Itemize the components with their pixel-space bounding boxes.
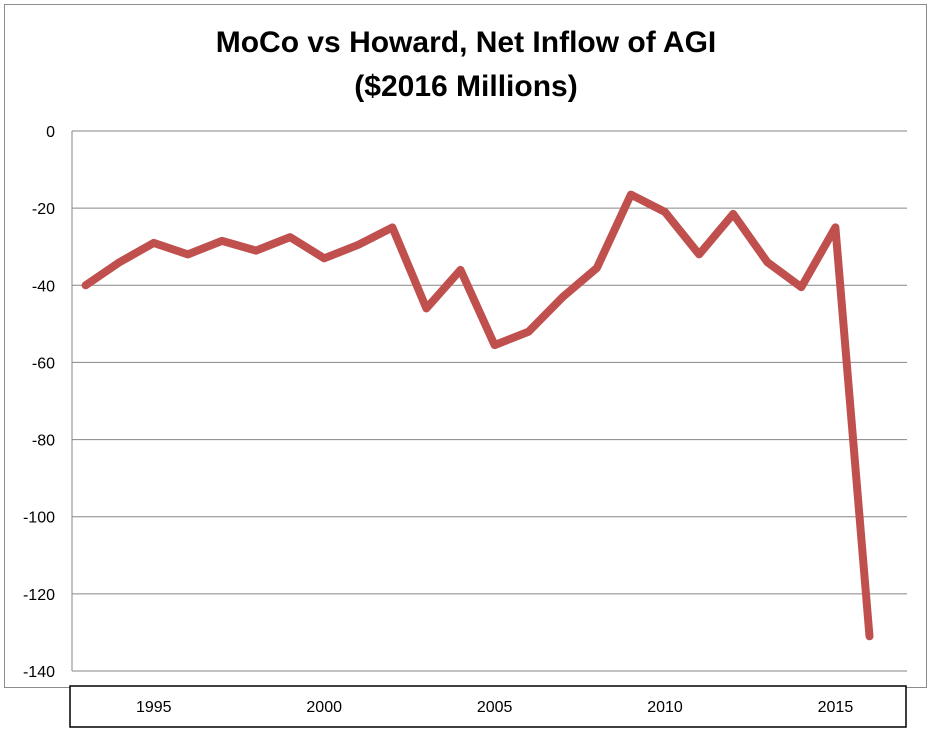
series-line [81, 190, 874, 641]
y-tick-label: -80 [32, 433, 55, 450]
x-tick-label: 2005 [477, 699, 513, 716]
y-tick-label: -20 [32, 201, 55, 218]
gridlines [71, 130, 907, 672]
x-axis-ticks: 1995 2000 2005 2010 2015 [136, 699, 853, 716]
series-group [81, 190, 874, 641]
chart-area [4, 4, 927, 688]
x-axis-box [69, 685, 907, 728]
y-tick-label: -120 [23, 587, 55, 604]
chart-subtitle: ($2016 Millions) [354, 70, 577, 103]
y-tick-label: -100 [23, 510, 55, 527]
y-tick-label: -40 [32, 278, 55, 295]
chart-title: MoCo vs Howard, Net Inflow of AGI [216, 26, 717, 59]
x-tick-label: 2015 [818, 699, 854, 716]
y-tick-label: -140 [23, 664, 55, 681]
y-tick-label: 0 [46, 124, 55, 141]
y-tick-label: -60 [32, 355, 55, 372]
y-axis-ticks: 0 -20 -40 -60 -80 -100 -120 -140 [23, 124, 55, 681]
x-tick-label: 2000 [306, 699, 342, 716]
x-tick-label: 1995 [136, 699, 172, 716]
x-tick-label: 2010 [647, 699, 683, 716]
